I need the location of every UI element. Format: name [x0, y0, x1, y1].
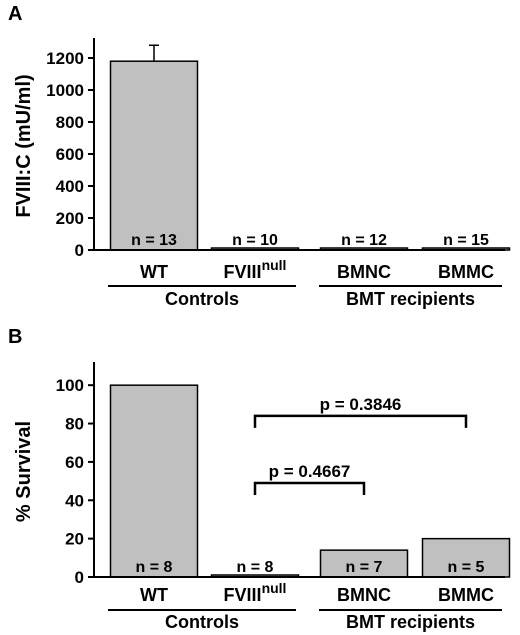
panel-a-error-bar-wt: [149, 44, 159, 62]
panel-b-y-tick-label: 60: [65, 453, 84, 472]
panel-a-y-tick-label: 0: [75, 241, 84, 260]
panel-a-y-tick-label: 1200: [46, 49, 84, 68]
panel-b-y-axis-label: % Survival: [13, 421, 35, 522]
panel-b-y-tick-label: 0: [75, 568, 84, 587]
panel-b-y-tick-label: 80: [65, 415, 84, 434]
panel-b-category-label: BMMC: [438, 585, 494, 605]
panel-a-y-tick-label: 1000: [46, 81, 84, 100]
panel-a-n-label: n = 13: [131, 232, 177, 249]
panel-a-bar-wt: [109, 60, 199, 251]
panel-b-p-value-label: p = 0.4667: [269, 462, 351, 481]
panel-b-bar-wt: [109, 384, 199, 578]
panel-a-letter: A: [8, 3, 22, 25]
panel-a-category-label: WT: [140, 262, 168, 282]
panel-b-n-label: n = 7: [346, 559, 383, 576]
panel-a-y-tick-label: 200: [56, 209, 84, 228]
panel-b-bar-bmmc: [421, 537, 511, 578]
panel-a-category-label: FVIIInull: [224, 257, 287, 282]
panel-a-category-label: BMNC: [337, 262, 391, 282]
panel-a-n-label: n = 15: [443, 232, 489, 249]
panel-b: B % Survival 0 20 40 60 80 100 n = 8 n = 8 n = 7 n …: [8, 326, 511, 632]
panel-b-p-value-label: p = 0.3846: [320, 395, 402, 414]
panel-b-n-label: n = 8: [136, 559, 173, 576]
panel-b-category-label: FVIIInull: [224, 580, 287, 605]
panel-b-letter: B: [8, 326, 22, 348]
panel-b-comparison-bracket: [253, 414, 468, 428]
panel-a: A FVIII:C (mU/ml) 0 200 400 600 800 1000 1200 n =…: [8, 3, 511, 309]
panel-b-group-label: Controls: [165, 612, 239, 632]
panel-b-group-label: BMT recipients: [346, 612, 475, 632]
panel-b-category-label: BMNC: [337, 585, 391, 605]
panel-b-n-label: n = 8: [237, 559, 274, 576]
panel-a-n-label: n = 10: [232, 232, 278, 249]
panel-b-n-label: n = 5: [448, 559, 485, 576]
panel-a-y-axis-label: FVIII:C (mU/ml): [13, 74, 35, 217]
panel-b-comparison-bracket: [253, 481, 366, 496]
panel-a-n-label: n = 12: [341, 232, 387, 249]
panel-a-category-label: BMMC: [438, 262, 494, 282]
panel-a-group-label: Controls: [165, 289, 239, 309]
panel-a-y-tick-label: 600: [56, 145, 84, 164]
panel-b-bar-bmnc: [319, 549, 409, 578]
panel-b-y-tick-label: 40: [65, 491, 84, 510]
panel-a-y-tick-label: 800: [56, 113, 84, 132]
panel-b-category-label: WT: [140, 585, 168, 605]
panel-b-y-tick-label: 100: [56, 376, 84, 395]
panel-a-group-label: BMT recipients: [346, 289, 475, 309]
panel-b-y-tick-label: 20: [65, 530, 84, 549]
panel-a-y-tick-label: 400: [56, 177, 84, 196]
